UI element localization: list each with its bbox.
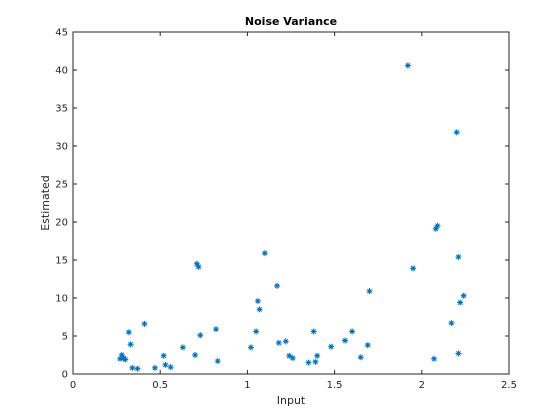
plot-area (72, 31, 510, 375)
data-point (141, 320, 148, 327)
x-axis-label: Input (277, 394, 306, 407)
y-tick-label: 15 (55, 256, 68, 267)
data-point (357, 354, 364, 361)
data-point (455, 350, 462, 357)
data-point (455, 253, 462, 260)
x-tick-label: 0 (70, 380, 76, 391)
data-point (151, 364, 158, 371)
y-tick-label: 20 (55, 218, 68, 229)
data-point (134, 365, 141, 372)
data-point (432, 225, 439, 232)
data-point (328, 343, 335, 350)
data-point (457, 299, 464, 306)
x-tick-label: 1 (244, 380, 250, 391)
data-point (256, 306, 263, 313)
data-point (117, 355, 124, 362)
data-point (162, 361, 169, 368)
data-point (214, 358, 221, 365)
y-tick-label: 40 (55, 66, 68, 77)
data-point (448, 320, 455, 327)
data-point (366, 288, 373, 295)
data-point (434, 222, 441, 229)
data-point (310, 328, 317, 335)
data-point (160, 352, 167, 359)
data-point (305, 359, 312, 366)
data-point (129, 364, 136, 371)
data-point (261, 250, 268, 257)
data-point (289, 355, 296, 362)
data-point (312, 358, 319, 365)
data-point (167, 364, 174, 371)
data-point (213, 326, 220, 333)
y-axis-ticks: 0 5 10 15 20 25 30 35 40 45 (55, 28, 509, 381)
data-point (179, 344, 186, 351)
x-tick-label: 1.5 (327, 380, 343, 391)
data-point (193, 260, 200, 267)
data-point (314, 352, 321, 359)
y-tick-label: 25 (55, 180, 68, 191)
data-point (453, 129, 460, 136)
data-point (118, 352, 125, 358)
data-point (460, 292, 467, 299)
data-point (274, 282, 281, 289)
data-point (286, 352, 293, 359)
data-point (282, 338, 289, 345)
x-tick-label: 0.5 (152, 380, 168, 391)
data-point (349, 328, 356, 335)
y-tick-label: 0 (62, 370, 68, 381)
y-tick-label: 45 (55, 28, 68, 39)
data-point (275, 339, 282, 346)
data-points (117, 62, 467, 372)
data-point (192, 352, 199, 358)
data-point (125, 329, 132, 336)
data-point (195, 263, 202, 270)
chart-title: Noise Variance (245, 15, 337, 28)
data-point (410, 265, 417, 272)
y-tick-label: 35 (55, 104, 68, 115)
data-point (247, 344, 254, 351)
data-point (197, 332, 204, 339)
data-point (253, 328, 260, 335)
y-tick-label: 5 (62, 332, 68, 343)
data-point (342, 337, 349, 344)
x-tick-label: 2 (419, 380, 425, 391)
data-point (254, 298, 261, 305)
y-tick-label: 30 (55, 142, 68, 153)
x-axis-ticks: 0 0.5 1 1.5 2 2.5 (70, 32, 517, 391)
data-point (127, 341, 134, 348)
y-tick-label: 10 (55, 294, 68, 305)
data-point (122, 356, 129, 363)
x-tick-label: 2.5 (501, 380, 517, 391)
y-axis-label: Estimated (39, 175, 52, 231)
data-point (404, 62, 411, 69)
data-point (431, 355, 438, 362)
data-point (364, 342, 371, 349)
